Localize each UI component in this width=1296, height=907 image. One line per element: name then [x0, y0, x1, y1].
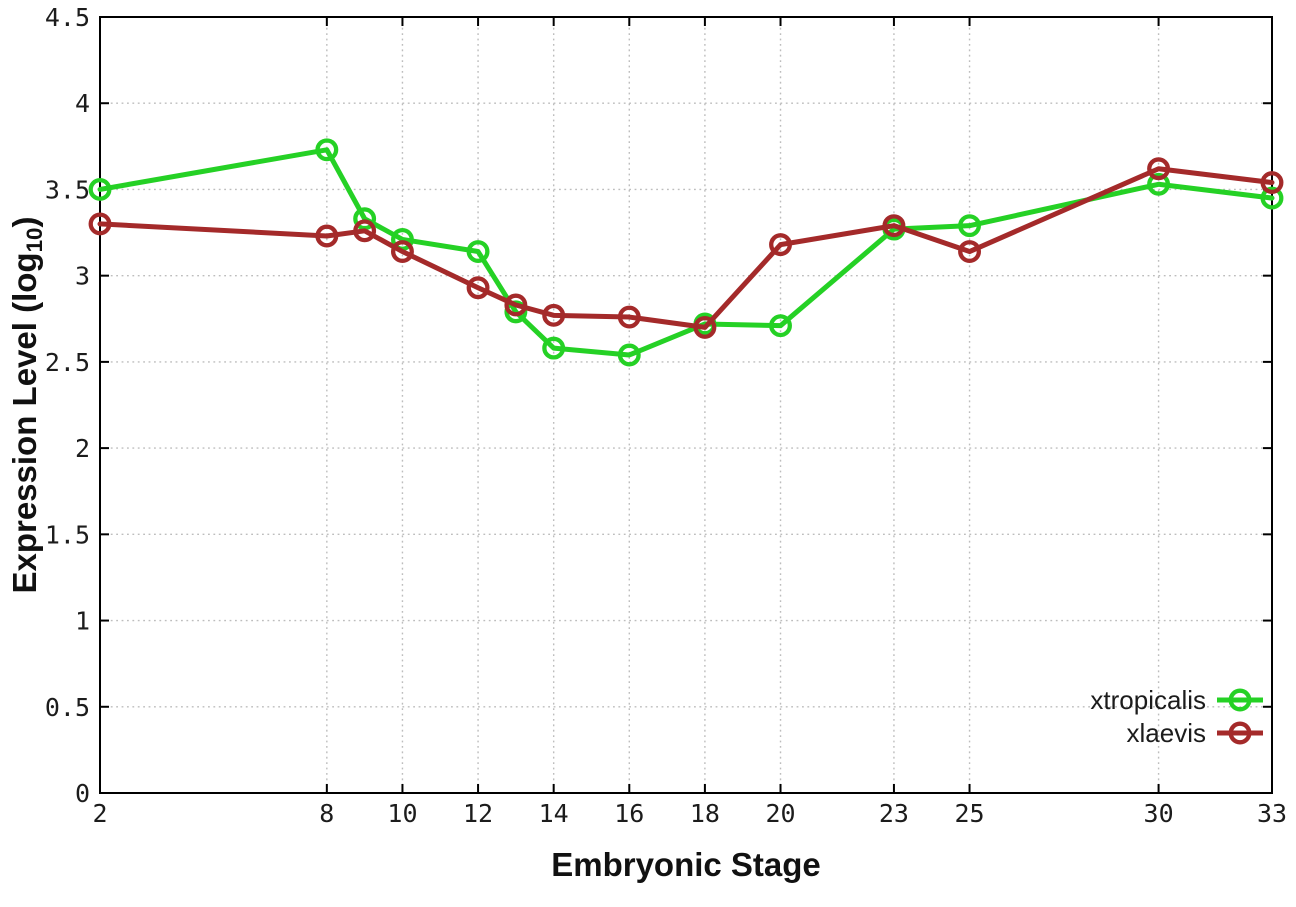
- y-tick-label: 2: [75, 434, 90, 463]
- x-tick-label: 33: [1257, 799, 1287, 828]
- x-tick-label: 23: [879, 799, 909, 828]
- y-tick-label: 1.5: [45, 520, 90, 549]
- data-point-xtropicalis: [1147, 172, 1171, 196]
- x-tick-label: 2: [92, 799, 107, 828]
- legend-label-xlaevis: xlaevis: [1127, 718, 1206, 748]
- legend-sample-marker-xlaevis: [1228, 721, 1252, 745]
- y-tick-label: 1: [75, 607, 90, 636]
- x-tick-label: 16: [614, 799, 644, 828]
- y-axis-label-suffix: ): [6, 216, 44, 228]
- x-tick-label: 30: [1144, 799, 1174, 828]
- y-axis-label: Expression Level (log10): [6, 216, 48, 593]
- y-axis-label-text: Expression Level (log: [6, 252, 44, 594]
- data-point-xtropicalis: [88, 177, 112, 201]
- y-tick-label: 3: [75, 262, 90, 291]
- data-point-xtropicalis: [542, 336, 566, 360]
- data-point-xlaevis: [769, 233, 792, 257]
- data-point-xtropicalis: [617, 343, 641, 367]
- data-point-xtropicalis: [1260, 186, 1284, 210]
- data-point-xlaevis: [693, 315, 717, 339]
- data-point-xlaevis: [1260, 171, 1284, 194]
- data-point-xlaevis: [504, 293, 528, 317]
- data-point-xlaevis: [353, 219, 377, 243]
- y-tick-label: 3.5: [45, 175, 90, 204]
- data-point-xtropicalis: [958, 214, 981, 238]
- x-tick-label: 10: [387, 799, 417, 828]
- x-tick-label: 20: [765, 799, 795, 828]
- y-axis-label-subscript: 10: [21, 227, 47, 253]
- x-tick-label: 25: [954, 799, 984, 828]
- data-point-xlaevis: [391, 240, 414, 263]
- data-point-xtropicalis: [466, 240, 490, 263]
- data-point-xlaevis: [542, 303, 566, 327]
- y-tick-label: 4: [75, 89, 90, 118]
- data-point-xtropicalis: [769, 314, 792, 338]
- plot-border: [99, 16, 1273, 794]
- x-axis-label: Embryonic Stage: [551, 846, 821, 883]
- series-line-xlaevis: [97, 166, 1275, 330]
- data-point-xlaevis: [958, 240, 981, 263]
- x-tick-label: 12: [463, 799, 493, 828]
- y-tick-label: 2.5: [45, 348, 90, 377]
- y-tick-label: 4.5: [45, 3, 90, 32]
- data-point-xlaevis: [315, 224, 339, 248]
- x-tick-label: 18: [690, 799, 720, 828]
- data-point-xlaevis: [617, 305, 641, 329]
- y-tick-label: 0.5: [45, 693, 90, 722]
- data-point-xlaevis: [466, 276, 490, 300]
- data-point-xlaevis: [1147, 157, 1171, 181]
- x-tick-label: 8: [319, 799, 334, 828]
- data-point-xlaevis: [88, 212, 112, 236]
- data-point-xtropicalis: [315, 138, 339, 162]
- y-tick-label: 0: [75, 779, 90, 808]
- x-tick-label: 14: [539, 799, 569, 828]
- data-point-xtropicalis: [353, 207, 377, 231]
- legend-label-xtropicalis: xtropicalis: [1090, 685, 1206, 715]
- legend-sample-marker-xtropicalis: [1228, 688, 1252, 712]
- data-point-xlaevis: [882, 214, 906, 238]
